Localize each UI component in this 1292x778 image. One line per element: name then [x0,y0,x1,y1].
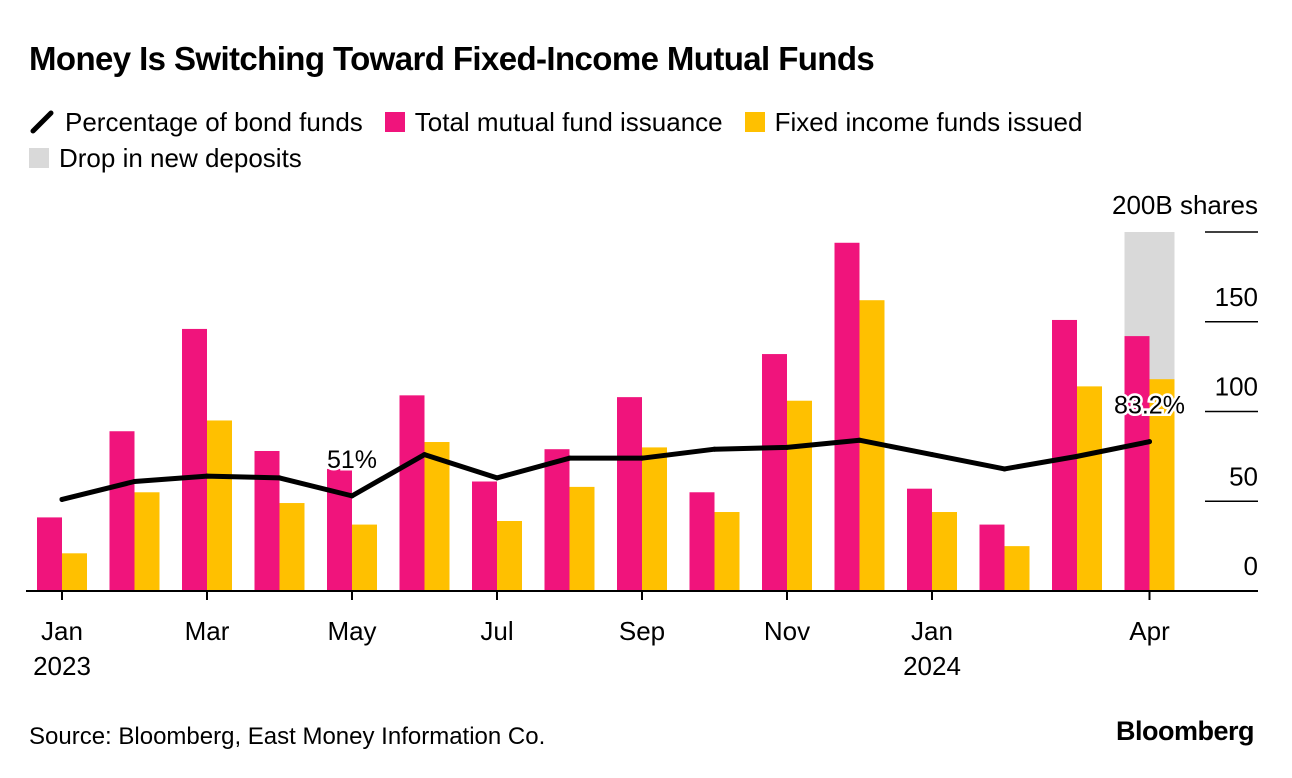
bars [37,242,1175,591]
fixed-income-bar [642,447,667,591]
line-point [639,455,645,461]
line-point [422,452,427,458]
labels: 0 50 100 150 200B shares Jan 2023 Mar May Jul Sep N… [33,190,1258,681]
fixed-income-bar [134,492,160,591]
line-point [1147,439,1152,445]
square-icon [384,112,405,132]
legend-label: Drop in new deposits [59,142,302,173]
fixed-income-bar [714,512,740,591]
legend-row-2: Drop in new deposits [29,140,1269,176]
fixed-income-bar [1077,386,1102,591]
fixed-income-bar [497,520,522,591]
x-tick-label: Apr [1129,616,1170,646]
line-series [59,437,1152,502]
legend-label: Total mutual fund issuance [414,106,723,137]
line-point [132,479,137,485]
fixed-income-bar [932,512,957,591]
line-point [567,455,572,461]
square-icon [744,112,765,132]
legend-label: Percentage of bond funds [65,106,363,137]
fixed-income-bar [1004,546,1030,591]
line-annotation-label: 83.2% [1114,392,1185,420]
legend-item-drop: Drop in new deposits [29,143,302,174]
fixed-income-bar [424,442,450,591]
x-tick-year-label: 2023 [33,651,91,681]
fixed-income-bar [62,553,87,591]
total-issuance-bar [762,354,787,591]
total-issuance-bar [907,488,932,591]
gridlines [1205,231,1258,502]
total-issuance-bar [617,397,642,591]
x-axis [26,590,1258,600]
total-issuance-bar [327,468,352,591]
total-issuance-bar [472,481,497,591]
line-point [857,437,862,443]
legend-label: Fixed income funds issued [774,106,1083,137]
total-issuance-bar [37,517,62,591]
line-point [494,475,500,481]
brand-logo: Bloomberg [1115,716,1255,746]
legend-item-percentage: Percentage of bond funds [29,107,363,138]
x-tick-label: Jan [41,616,83,646]
y-tick-label: 150 [1215,282,1258,312]
legend-row-1: Percentage of bond funds Total mutual fu… [29,104,1269,140]
x-tick-label: Jul [480,616,513,646]
total-issuance-bar [689,492,715,591]
fixed-income-bar [279,503,305,591]
y-tick-label: 100 [1215,372,1258,402]
chart: 0 50 100 150 200B shares Jan 2023 Mar May Jul Sep N… [26,190,1258,681]
y-unit-label: 200B shares [1112,190,1258,220]
x-tick-label: Jan [911,616,953,646]
x-tick-year-label: 2024 [903,651,961,681]
x-tick-label: May [327,616,376,646]
y-tick-label: 0 [1244,551,1258,581]
line-point [59,496,65,502]
total-issuance-bar [399,395,425,591]
total-issuance-bar [834,242,860,591]
total-issuance-bar [254,450,280,591]
fixed-income-bar [1149,379,1175,591]
total-issuance-bar [1124,336,1150,591]
line-annotation-label: 51% [327,446,377,474]
line-point [1074,453,1080,459]
total-issuance-bar [979,524,1005,591]
line-point [784,444,790,450]
legend-item-total: Total mutual fund issuance [384,106,723,138]
line-point [349,493,355,499]
line-point [712,446,717,452]
chart-title: Money Is Switching Toward Fixed-Income M… [29,40,875,77]
y-tick-label: 50 [1229,461,1258,491]
fixed-income-bar [207,420,232,591]
line-point [277,475,282,481]
source-note: Source: Bloomberg, East Money Informatio… [29,723,546,750]
line-icon [30,110,54,134]
square-icon [29,148,49,168]
bond-fund-percentage-line [59,437,1152,502]
line-point [204,473,210,479]
fixed-income-bar [352,524,377,591]
fixed-income-bar [787,400,812,591]
total-issuance-bar [544,449,570,591]
fixed-income-bar [569,486,595,591]
x-tick-label: Sep [619,616,665,646]
legend: Percentage of bond funds Total mutual fu… [29,104,1269,176]
legend-item-fixed-income: Fixed income funds issued [744,106,1083,138]
line-point [929,452,935,458]
line-point [1002,466,1007,472]
x-tick-label: Mar [185,616,230,646]
total-issuance-bar [109,431,135,591]
x-tick-label: Nov [764,616,810,646]
total-issuance-bar [182,328,207,591]
